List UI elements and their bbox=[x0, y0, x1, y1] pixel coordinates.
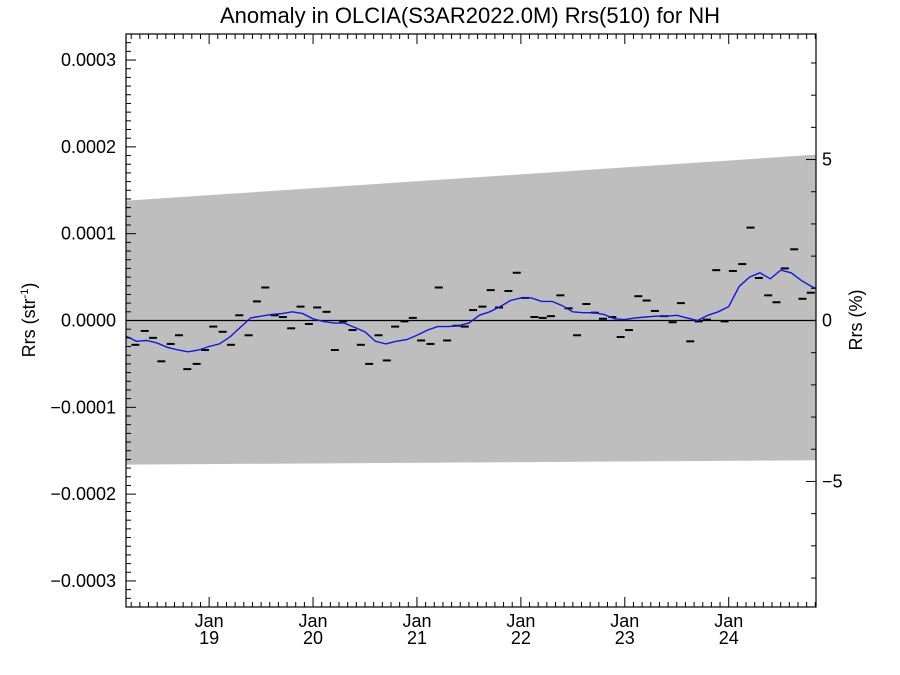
right-axis-tick-label: 0 bbox=[822, 311, 832, 331]
x-tick-label-year: 23 bbox=[615, 628, 635, 648]
y-axis-label-superscript: -1 bbox=[19, 289, 31, 299]
y-tick-label: −0.0003 bbox=[50, 571, 116, 591]
y-tick-label: −0.0002 bbox=[50, 484, 116, 504]
x-tick-label-year: 19 bbox=[199, 628, 219, 648]
y-axis-ticks: 0.0003 0.0002 0.0001 0.0000 −0.0001 −0.0002 −0… bbox=[50, 33, 136, 608]
right-axis-label: Rrs (%) bbox=[846, 290, 866, 351]
x-tick-label-year: 24 bbox=[719, 628, 739, 648]
x-tick-label-month: Jan bbox=[506, 611, 535, 631]
right-axis-ticks: 5 0 −5 bbox=[806, 62, 843, 579]
y-tick-label: 0.0000 bbox=[61, 311, 116, 331]
y-tick-label: 0.0003 bbox=[61, 50, 116, 70]
right-axis-tick-label: 5 bbox=[822, 150, 832, 170]
running-mean-line bbox=[126, 269, 816, 353]
y-tick-label: 0.0001 bbox=[61, 224, 116, 244]
y-tick-label: −0.0001 bbox=[50, 397, 116, 417]
x-tick-label-year: 22 bbox=[511, 628, 531, 648]
x-tick-label-year: 21 bbox=[407, 628, 427, 648]
x-tick-label-month: Jan bbox=[402, 611, 431, 631]
y-axis-label: Rrs (str-1) bbox=[19, 283, 39, 358]
x-tick-label-year: 20 bbox=[303, 628, 323, 648]
chart-title: Anomaly in OLCIA(S3AR2022.0M) Rrs(510) f… bbox=[220, 3, 720, 28]
y-tick-label: 0.0002 bbox=[61, 137, 116, 157]
x-tick-label-month: Jan bbox=[714, 611, 743, 631]
x-tick-label-month: Jan bbox=[610, 611, 639, 631]
x-tick-label-month: Jan bbox=[299, 611, 328, 631]
x-tick-label-month: Jan bbox=[195, 611, 224, 631]
right-axis-tick-label: −5 bbox=[822, 471, 843, 491]
monthly-anomaly-markers bbox=[131, 226, 815, 371]
